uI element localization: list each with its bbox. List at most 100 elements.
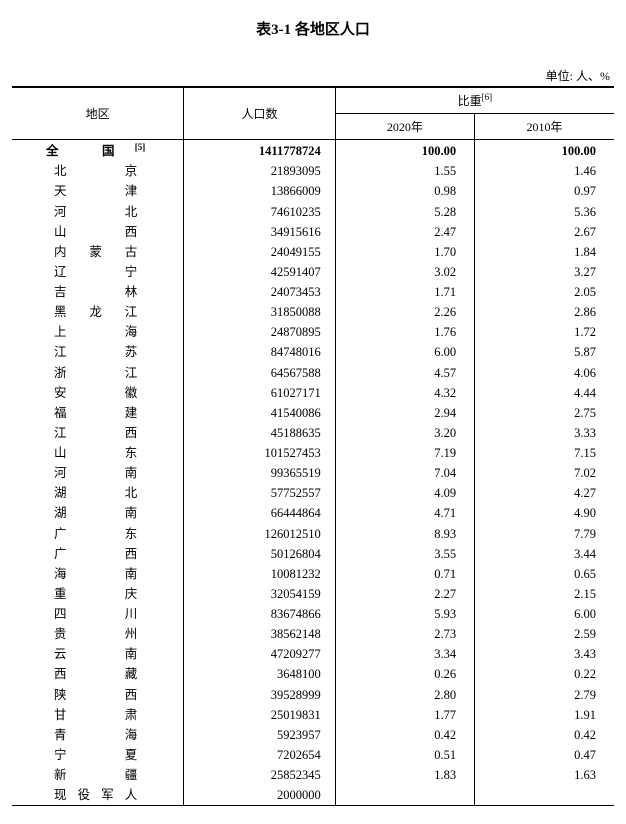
pct-2010: 1.91 xyxy=(475,705,614,725)
region-name: 四川 xyxy=(12,604,184,624)
pct-2010: 2.59 xyxy=(475,624,614,644)
pct-2010: 3.43 xyxy=(475,644,614,664)
table-row: 上海248708951.761.72 xyxy=(12,322,614,342)
pct-2020: 0.51 xyxy=(335,745,474,765)
pct-2010: 7.79 xyxy=(475,524,614,544)
table-row: 甘肃250198311.771.91 xyxy=(12,705,614,725)
population-value: 24049155 xyxy=(184,242,336,262)
pct-2010: 4.27 xyxy=(475,483,614,503)
region-name: 黑龙江 xyxy=(12,302,184,322)
pct-2020: 4.71 xyxy=(335,503,474,523)
table-row: 山东1015274537.197.15 xyxy=(12,443,614,463)
region-name: 北京 xyxy=(12,161,184,181)
pct-2010: 1.63 xyxy=(475,765,614,785)
table-row: 河北746102355.285.36 xyxy=(12,202,614,222)
population-value: 45188635 xyxy=(184,423,336,443)
unit-label: 单位: 人、% xyxy=(12,67,614,84)
pct-2010 xyxy=(475,785,614,806)
population-value: 5923957 xyxy=(184,725,336,745)
region-name: 河北 xyxy=(12,202,184,222)
pct-2010: 0.22 xyxy=(475,664,614,684)
population-value: 2000000 xyxy=(184,785,336,806)
population-value: 38562148 xyxy=(184,624,336,644)
population-value: 31850088 xyxy=(184,302,336,322)
pct-2020: 7.04 xyxy=(335,463,474,483)
population-value: 41540086 xyxy=(184,403,336,423)
table-row: 青海59239570.420.42 xyxy=(12,725,614,745)
population-value: 10081232 xyxy=(184,564,336,584)
table-row: 广东1260125108.937.79 xyxy=(12,524,614,544)
table-row: 现役军人2000000 xyxy=(12,785,614,806)
region-name: 浙江 xyxy=(12,363,184,383)
pct-2010: 4.06 xyxy=(475,363,614,383)
table-row: 广西501268043.553.44 xyxy=(12,544,614,564)
table-row: 湖南664448644.714.90 xyxy=(12,503,614,523)
table-row: 北京218930951.551.46 xyxy=(12,161,614,181)
population-value: 99365519 xyxy=(184,463,336,483)
population-value: 57752557 xyxy=(184,483,336,503)
population-value: 83674866 xyxy=(184,604,336,624)
pct-2020: 0.42 xyxy=(335,725,474,745)
region-name: 广西 xyxy=(12,544,184,564)
pct-2010: 0.42 xyxy=(475,725,614,745)
region-name: 安徽 xyxy=(12,383,184,403)
population-value: 24870895 xyxy=(184,322,336,342)
population-value: 84748016 xyxy=(184,342,336,362)
pct-2010: 0.97 xyxy=(475,181,614,201)
population-value: 24073453 xyxy=(184,282,336,302)
population-value: 64567588 xyxy=(184,363,336,383)
pct-2010: 1.84 xyxy=(475,242,614,262)
table-row: 贵州385621482.732.59 xyxy=(12,624,614,644)
table-row: 辽宁425914073.023.27 xyxy=(12,262,614,282)
pct-2010: 100.00 xyxy=(475,140,614,162)
pct-2020: 5.28 xyxy=(335,202,474,222)
pct-2010: 5.87 xyxy=(475,342,614,362)
pct-2020: 1.77 xyxy=(335,705,474,725)
region-name: 全 国[5] xyxy=(12,140,184,162)
pct-2020: 2.26 xyxy=(335,302,474,322)
table-row: 重庆320541592.272.15 xyxy=(12,584,614,604)
region-name: 陕西 xyxy=(12,685,184,705)
table-row: 海南100812320.710.65 xyxy=(12,564,614,584)
table-row: 江西451886353.203.33 xyxy=(12,423,614,443)
pct-2010: 3.44 xyxy=(475,544,614,564)
pct-2010: 0.47 xyxy=(475,745,614,765)
pct-2010: 4.44 xyxy=(475,383,614,403)
population-value: 39528999 xyxy=(184,685,336,705)
pct-2020: 3.20 xyxy=(335,423,474,443)
region-name: 江苏 xyxy=(12,342,184,362)
table-row-total: 全 国[5]1411778724100.00100.00 xyxy=(12,140,614,162)
population-value: 66444864 xyxy=(184,503,336,523)
region-name: 广东 xyxy=(12,524,184,544)
region-name: 云南 xyxy=(12,644,184,664)
header-year-2020: 2020年 xyxy=(335,114,474,140)
pct-2020: 5.93 xyxy=(335,604,474,624)
pct-2020: 0.26 xyxy=(335,664,474,684)
pct-2020: 0.71 xyxy=(335,564,474,584)
pct-2020: 4.57 xyxy=(335,363,474,383)
region-name: 海南 xyxy=(12,564,184,584)
pct-2010: 2.05 xyxy=(475,282,614,302)
pct-2020: 1.55 xyxy=(335,161,474,181)
pct-2020: 7.19 xyxy=(335,443,474,463)
pct-2010: 4.90 xyxy=(475,503,614,523)
pct-2020 xyxy=(335,785,474,806)
pct-2010: 1.46 xyxy=(475,161,614,181)
population-table: 地区 人口数 比重[6] 2020年 2010年 全 国[5]141177872… xyxy=(12,86,614,806)
pct-2020: 1.70 xyxy=(335,242,474,262)
pct-2020: 2.47 xyxy=(335,222,474,242)
table-row: 内蒙古240491551.701.84 xyxy=(12,242,614,262)
pct-2020: 6.00 xyxy=(335,342,474,362)
header-proportion: 比重[6] xyxy=(335,87,614,114)
pct-2010: 7.02 xyxy=(475,463,614,483)
region-name: 贵州 xyxy=(12,624,184,644)
region-name: 天津 xyxy=(12,181,184,201)
pct-2020: 3.34 xyxy=(335,644,474,664)
region-name: 河南 xyxy=(12,463,184,483)
pct-2020: 1.83 xyxy=(335,765,474,785)
header-population: 人口数 xyxy=(184,87,336,140)
pct-2020: 1.76 xyxy=(335,322,474,342)
table-row: 浙江645675884.574.06 xyxy=(12,363,614,383)
population-value: 47209277 xyxy=(184,644,336,664)
table-row: 天津138660090.980.97 xyxy=(12,181,614,201)
